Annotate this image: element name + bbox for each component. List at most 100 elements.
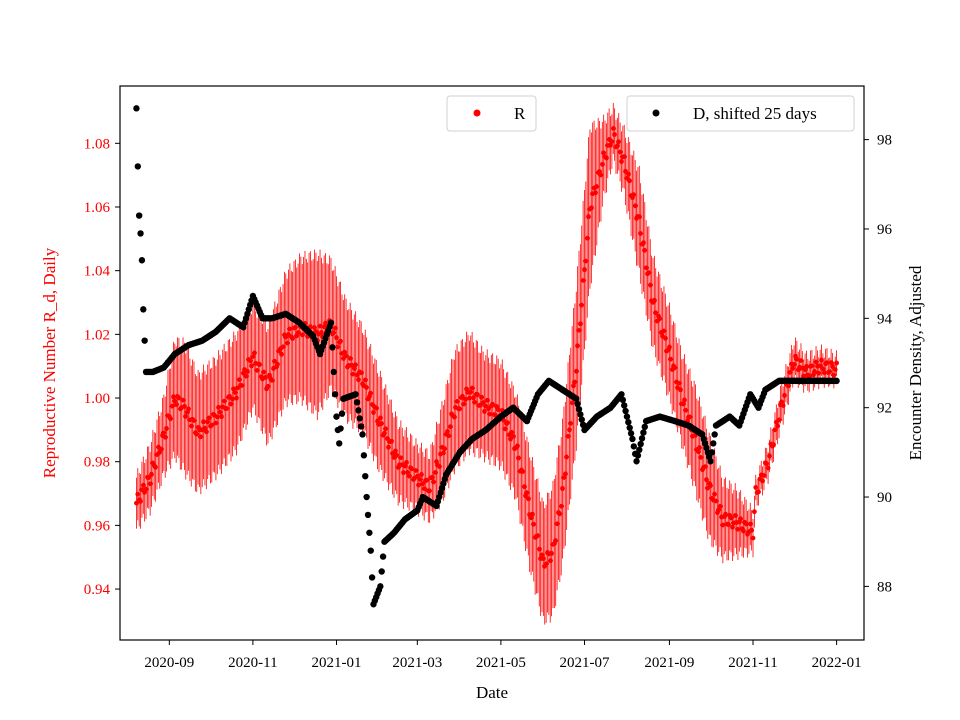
r-point	[576, 327, 582, 333]
r-point	[245, 369, 250, 374]
r-point	[451, 414, 457, 420]
r-point	[601, 150, 607, 156]
r-point	[668, 356, 674, 362]
r-point	[424, 477, 430, 483]
d-point	[627, 430, 635, 437]
r-point	[525, 496, 531, 502]
d-point	[368, 574, 376, 581]
r-point	[213, 420, 219, 426]
r-point	[368, 390, 374, 396]
r-point	[741, 528, 746, 534]
d-point	[140, 306, 147, 313]
plot-area-frame	[119, 85, 865, 641]
r-point	[398, 455, 404, 461]
r-point	[735, 526, 741, 532]
r-point	[524, 490, 530, 496]
r-point	[653, 310, 659, 316]
r-point	[164, 426, 169, 431]
r-point	[779, 399, 785, 405]
x-tick-label: 2021-01	[311, 655, 361, 671]
r-point	[379, 421, 385, 426]
r-point	[677, 387, 683, 393]
r-point	[631, 192, 637, 198]
r-point	[730, 524, 735, 530]
r-point	[627, 178, 633, 184]
r-point	[747, 521, 753, 527]
r-point	[643, 265, 649, 271]
r-point	[287, 326, 293, 332]
r-point	[413, 468, 419, 473]
r-point	[335, 344, 341, 350]
r-point	[558, 503, 564, 509]
left-y-tick-label: 1.00	[84, 391, 110, 407]
r-point	[749, 527, 755, 533]
right-y-tick-label: 96	[877, 222, 893, 238]
r-point	[687, 414, 693, 420]
r-point	[612, 132, 618, 137]
d-point	[575, 405, 583, 413]
d-point	[710, 440, 717, 447]
r-point	[342, 349, 348, 355]
d-point	[577, 411, 584, 418]
left-y-tick-label: 1.02	[84, 327, 110, 343]
r-point	[388, 438, 394, 444]
r-point	[751, 509, 757, 515]
r-point	[279, 351, 285, 357]
r-point	[562, 471, 568, 477]
r-point	[468, 389, 474, 395]
d-point	[629, 435, 636, 443]
r-point	[599, 161, 605, 167]
r-point	[405, 470, 411, 475]
d-point	[333, 413, 340, 420]
r-point	[176, 395, 182, 401]
r-point	[312, 325, 317, 331]
d-series	[133, 105, 840, 608]
r-point	[321, 324, 327, 330]
r-point	[809, 363, 815, 369]
r-point	[442, 446, 448, 452]
r-point	[516, 455, 522, 461]
r-point	[332, 325, 338, 331]
d-point	[833, 377, 840, 385]
r-point	[334, 335, 339, 341]
r-point	[782, 393, 787, 398]
r-point	[505, 420, 511, 426]
d-point	[355, 407, 362, 414]
r-point	[539, 552, 545, 558]
r-point	[490, 401, 496, 407]
legend-d-label: D, shifted 25 days	[693, 104, 817, 123]
r-point	[617, 149, 623, 155]
x-tick-label: 2022-01	[812, 655, 862, 671]
r-point	[540, 556, 546, 562]
r-point	[201, 419, 206, 425]
r-point	[571, 383, 576, 389]
r-point	[728, 515, 734, 521]
x-tick-label: 2021-05	[476, 655, 526, 671]
d-point	[578, 416, 585, 423]
r-point	[206, 415, 212, 421]
right-y-tick-label: 92	[877, 401, 892, 417]
r-point	[138, 498, 143, 504]
r-point	[661, 328, 667, 334]
left-y-tick-label: 0.96	[84, 518, 111, 534]
r-point	[419, 472, 424, 477]
r-point	[323, 320, 328, 326]
r-point	[386, 444, 391, 450]
r-point	[358, 370, 364, 376]
r-point	[261, 369, 267, 375]
r-point	[638, 231, 644, 236]
right-y-tick-label: 98	[877, 133, 892, 149]
r-point	[750, 535, 756, 541]
r-point	[416, 482, 422, 488]
r-point	[520, 469, 526, 474]
r-point	[761, 473, 767, 478]
left-y-tick-label: 0.94	[84, 582, 111, 598]
r-point	[402, 463, 408, 469]
r-point	[509, 429, 515, 435]
left-y-tick-label: 1.08	[84, 136, 110, 152]
right-y-tick-label: 88	[877, 579, 892, 595]
r-point	[284, 340, 290, 346]
r-point	[161, 430, 167, 436]
r-point	[819, 357, 824, 363]
